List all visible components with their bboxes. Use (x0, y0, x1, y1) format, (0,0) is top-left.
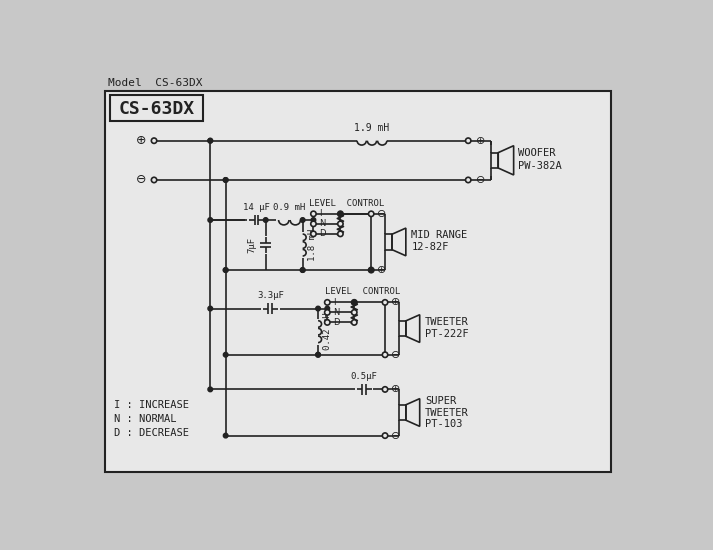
Circle shape (382, 387, 388, 392)
Bar (399, 321, 406, 336)
Circle shape (338, 221, 343, 227)
Circle shape (223, 268, 228, 272)
Circle shape (223, 268, 228, 272)
Circle shape (338, 231, 343, 236)
Text: I: I (319, 210, 322, 218)
Bar (385, 234, 392, 250)
Text: 0.42 mH: 0.42 mH (324, 313, 332, 350)
Text: PT-222F: PT-222F (425, 329, 469, 339)
Circle shape (208, 139, 212, 143)
Text: N: N (319, 219, 325, 228)
Circle shape (300, 218, 305, 222)
Bar (110, 95, 202, 122)
Text: LEVEL  CONTROL: LEVEL CONTROL (309, 199, 384, 208)
Text: ⊕: ⊕ (476, 136, 486, 146)
Circle shape (352, 310, 357, 315)
Text: 14 μF: 14 μF (243, 202, 270, 212)
Circle shape (223, 178, 228, 182)
Text: I: I (333, 298, 335, 307)
Circle shape (316, 353, 320, 357)
Circle shape (311, 231, 316, 236)
Circle shape (208, 218, 212, 222)
Text: ⊕: ⊕ (377, 265, 386, 275)
Text: TWEETER: TWEETER (425, 317, 469, 327)
Text: 1.8 mH: 1.8 mH (308, 229, 317, 261)
Circle shape (208, 306, 212, 311)
Circle shape (223, 433, 228, 438)
Text: WOOFER: WOOFER (518, 148, 555, 158)
Circle shape (151, 138, 157, 144)
Text: ⊕: ⊕ (391, 384, 401, 394)
Text: D : DECREASE: D : DECREASE (114, 427, 189, 437)
Text: ⊖: ⊖ (391, 431, 401, 441)
Text: ⊖: ⊖ (391, 350, 401, 360)
Circle shape (300, 268, 305, 272)
Circle shape (466, 138, 471, 144)
Text: 12-82F: 12-82F (411, 243, 448, 252)
Circle shape (311, 218, 316, 222)
Circle shape (466, 177, 471, 183)
Text: ⊖: ⊖ (377, 209, 386, 219)
Text: LEVEL  CONTROL: LEVEL CONTROL (325, 287, 400, 296)
Text: SUPER: SUPER (425, 396, 456, 406)
Circle shape (352, 300, 357, 305)
Circle shape (208, 387, 212, 392)
Circle shape (352, 300, 356, 305)
Circle shape (382, 433, 388, 438)
Text: ⊖: ⊖ (135, 173, 146, 186)
Bar (491, 152, 498, 168)
Circle shape (311, 221, 316, 227)
Circle shape (208, 139, 212, 143)
Circle shape (352, 320, 357, 325)
Bar (399, 405, 406, 420)
Circle shape (369, 211, 374, 217)
Text: TWEETER: TWEETER (425, 408, 469, 417)
Circle shape (338, 211, 343, 217)
Circle shape (324, 320, 330, 325)
Text: ⊕: ⊕ (391, 298, 401, 307)
Text: 1.9 mH: 1.9 mH (354, 123, 389, 133)
Text: D: D (319, 229, 325, 238)
Circle shape (151, 177, 157, 183)
Text: 7μF: 7μF (247, 237, 257, 253)
Text: Model  CS-63DX: Model CS-63DX (108, 78, 202, 88)
Circle shape (324, 310, 330, 315)
Text: PW-382A: PW-382A (518, 161, 562, 170)
Circle shape (316, 353, 320, 357)
Circle shape (383, 353, 387, 357)
Circle shape (223, 353, 228, 357)
Text: D: D (333, 318, 339, 327)
Text: N : NORMAL: N : NORMAL (114, 414, 177, 424)
Text: I : INCREASE: I : INCREASE (114, 400, 189, 410)
Circle shape (263, 218, 268, 222)
Circle shape (369, 268, 374, 272)
Text: ⊖: ⊖ (476, 175, 486, 185)
Text: ⊕: ⊕ (135, 134, 146, 147)
Text: MID RANGE: MID RANGE (411, 230, 468, 240)
Text: 3.3μF: 3.3μF (257, 291, 284, 300)
Circle shape (338, 212, 343, 216)
Circle shape (316, 306, 320, 311)
Circle shape (382, 352, 388, 358)
Text: PT-103: PT-103 (425, 419, 463, 429)
Circle shape (223, 178, 228, 182)
Circle shape (325, 306, 329, 311)
Text: CS-63DX: CS-63DX (118, 100, 195, 118)
Text: 0.9 mH: 0.9 mH (274, 202, 306, 212)
Text: 0.5μF: 0.5μF (351, 372, 378, 381)
Circle shape (300, 268, 305, 272)
Circle shape (324, 300, 330, 305)
Circle shape (311, 211, 316, 217)
Circle shape (382, 300, 388, 305)
Circle shape (369, 267, 374, 273)
Text: N: N (333, 308, 339, 317)
